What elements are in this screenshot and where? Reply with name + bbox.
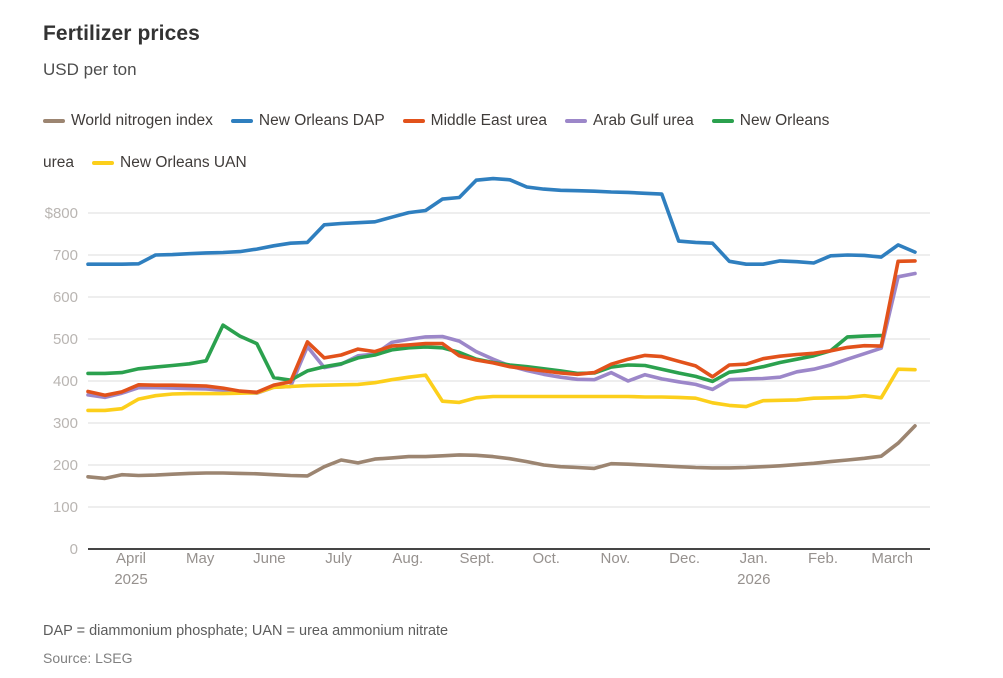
- abbreviation-note: DAP = diammonium phosphate; UAN = urea a…: [43, 623, 449, 639]
- y-tick-label: 0: [70, 541, 78, 558]
- price-chart: 0 100 200 300 400 500 600 700 $800 April 2025 May Ju…: [45, 176, 930, 588]
- series-line-middle-east-urea: [86, 259, 917, 398]
- x-tick-label: Oct.: [532, 550, 560, 567]
- legend-item-middle-east-urea: Middle East urea: [389, 112, 547, 129]
- y-tick-label: 200: [53, 457, 78, 474]
- x-tick-label: May: [186, 550, 215, 567]
- legend-swatch-icon: [564, 118, 587, 124]
- legend-label: Middle East urea: [430, 112, 547, 129]
- legend-label: New Orleans urea: [43, 112, 830, 171]
- x-tick-label: Aug.: [392, 550, 423, 567]
- y-tick-label: $800: [45, 205, 78, 222]
- x-year-label: 2025: [114, 571, 147, 588]
- legend-label: New Orleans UAN: [120, 154, 247, 171]
- legend-swatch-icon: [402, 118, 425, 124]
- series-line-arab-gulf-urea: [86, 271, 917, 400]
- x-tick-label: Feb.: [808, 550, 838, 567]
- chart-legend: World nitrogen index New Orleans DAP Middl…: [43, 100, 843, 184]
- legend-item-arab-gulf-urea: Arab Gulf urea: [551, 112, 694, 129]
- legend-item-new-orleans-dap: New Orleans DAP: [217, 112, 385, 129]
- chart-area: 0 100 200 300 400 500 600 700 $800 April 2025 May Ju…: [0, 150, 1003, 620]
- y-tick-label: 300: [53, 415, 78, 432]
- y-tick-label: 600: [53, 289, 78, 306]
- y-tick-label: 400: [53, 373, 78, 390]
- y-tick-label: 700: [53, 247, 78, 264]
- legend-swatch-icon: [711, 118, 734, 124]
- legend-label: New Orleans DAP: [258, 112, 385, 129]
- legend-item-new-orleans-uan: New Orleans UAN: [78, 154, 247, 171]
- series-line-world-nitrogen-index: [86, 424, 917, 481]
- chart-units-subtitle: USD per ton: [43, 60, 137, 79]
- y-tick-label: 100: [53, 499, 78, 516]
- x-year-label: 2026: [737, 571, 770, 588]
- source-credit: Source: LSEG: [43, 650, 133, 666]
- legend-swatch-icon: [92, 160, 115, 166]
- y-tick-label: 500: [53, 331, 78, 348]
- x-tick-label: April: [116, 550, 146, 567]
- series-line-new-orleans-urea: [86, 323, 884, 384]
- x-tick-label: June: [253, 550, 286, 567]
- legend-label: World nitrogen index: [71, 112, 213, 129]
- legend-swatch-icon: [230, 118, 253, 124]
- page-title: Fertilizer prices: [43, 22, 200, 45]
- series-line-new-orleans-dap: [86, 176, 917, 266]
- legend-swatch-icon: [43, 118, 65, 124]
- x-tick-label: March: [871, 550, 913, 567]
- x-tick-label: Jan.: [740, 550, 768, 567]
- legend-label: Arab Gulf urea: [592, 112, 694, 129]
- x-tick-label: July: [325, 550, 352, 567]
- legend-item-new-orleans-urea: New Orleans urea: [43, 112, 829, 171]
- legend-item-world-nitrogen-index: World nitrogen index: [43, 112, 213, 129]
- x-tick-label: Sept.: [459, 550, 494, 567]
- x-tick-label: Dec.: [669, 550, 700, 567]
- series-line-new-orleans-uan: [86, 367, 917, 413]
- x-tick-label: Nov.: [601, 550, 631, 567]
